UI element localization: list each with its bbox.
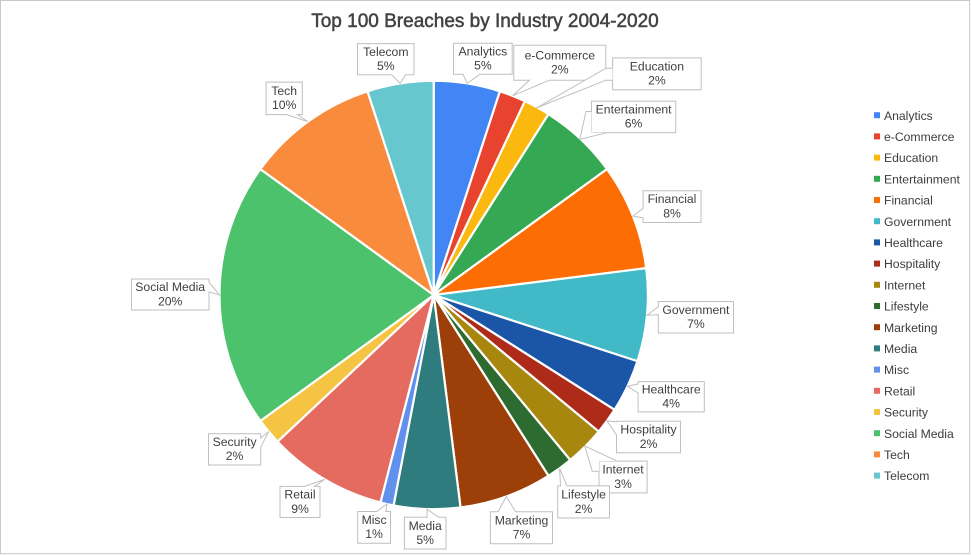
svg-text:7%: 7% bbox=[687, 317, 705, 331]
svg-text:Analytics: Analytics bbox=[884, 109, 933, 123]
svg-text:Education: Education bbox=[884, 151, 938, 165]
svg-text:Tech: Tech bbox=[884, 448, 910, 462]
svg-text:e-Commerce: e-Commerce bbox=[884, 130, 955, 144]
svg-text:Telecom: Telecom bbox=[363, 45, 408, 59]
svg-text:Lifestyle: Lifestyle bbox=[561, 488, 606, 502]
svg-text:Media: Media bbox=[409, 519, 442, 533]
svg-text:Hospitality: Hospitality bbox=[620, 423, 677, 437]
svg-text:Tech: Tech bbox=[271, 84, 297, 98]
svg-text:Media: Media bbox=[884, 342, 917, 356]
svg-text:1%: 1% bbox=[365, 527, 383, 541]
svg-text:Education: Education bbox=[630, 59, 684, 73]
svg-text:Misc: Misc bbox=[362, 513, 387, 527]
svg-text:3%: 3% bbox=[614, 477, 632, 491]
svg-text:4%: 4% bbox=[662, 397, 680, 411]
svg-text:2%: 2% bbox=[648, 74, 666, 88]
svg-text:2%: 2% bbox=[226, 449, 244, 463]
svg-text:Government: Government bbox=[884, 215, 952, 229]
svg-text:Top 100 Breaches by Industry 2: Top 100 Breaches by Industry 2004-2020 bbox=[311, 11, 659, 32]
svg-text:5%: 5% bbox=[377, 59, 395, 73]
svg-text:Security: Security bbox=[884, 406, 929, 420]
svg-text:2%: 2% bbox=[551, 63, 569, 77]
svg-text:Misc: Misc bbox=[884, 363, 909, 377]
svg-text:Internet: Internet bbox=[884, 278, 926, 292]
svg-text:Social Media: Social Media bbox=[135, 280, 205, 294]
svg-text:2%: 2% bbox=[640, 437, 658, 451]
svg-text:Government: Government bbox=[662, 303, 730, 317]
svg-text:10%: 10% bbox=[272, 98, 297, 112]
svg-text:Retail: Retail bbox=[284, 488, 315, 502]
svg-text:Healthcare: Healthcare bbox=[642, 382, 701, 396]
svg-text:5%: 5% bbox=[474, 59, 492, 73]
svg-text:Entertainment: Entertainment bbox=[884, 172, 960, 186]
svg-text:Healthcare: Healthcare bbox=[884, 236, 943, 250]
svg-text:Retail: Retail bbox=[884, 384, 915, 398]
svg-text:Financial: Financial bbox=[648, 192, 697, 206]
svg-text:Security: Security bbox=[213, 435, 258, 449]
svg-text:8%: 8% bbox=[663, 206, 681, 220]
svg-text:Marketing: Marketing bbox=[884, 321, 938, 335]
svg-text:Telecom: Telecom bbox=[884, 469, 929, 483]
svg-text:2%: 2% bbox=[575, 502, 593, 516]
svg-text:6%: 6% bbox=[625, 117, 643, 131]
svg-text:Marketing: Marketing bbox=[495, 513, 549, 527]
svg-text:20%: 20% bbox=[158, 294, 183, 308]
svg-text:7%: 7% bbox=[513, 528, 531, 542]
svg-text:Hospitality: Hospitality bbox=[884, 257, 941, 271]
svg-text:Social Media: Social Media bbox=[884, 427, 954, 441]
svg-text:Lifestyle: Lifestyle bbox=[884, 300, 929, 314]
svg-text:9%: 9% bbox=[291, 502, 309, 516]
svg-text:Analytics: Analytics bbox=[459, 44, 508, 58]
svg-text:Financial: Financial bbox=[884, 194, 933, 208]
svg-text:Entertainment: Entertainment bbox=[596, 103, 672, 117]
svg-text:e-Commerce: e-Commerce bbox=[525, 48, 596, 62]
svg-text:Internet: Internet bbox=[602, 463, 644, 477]
svg-text:5%: 5% bbox=[416, 533, 434, 547]
